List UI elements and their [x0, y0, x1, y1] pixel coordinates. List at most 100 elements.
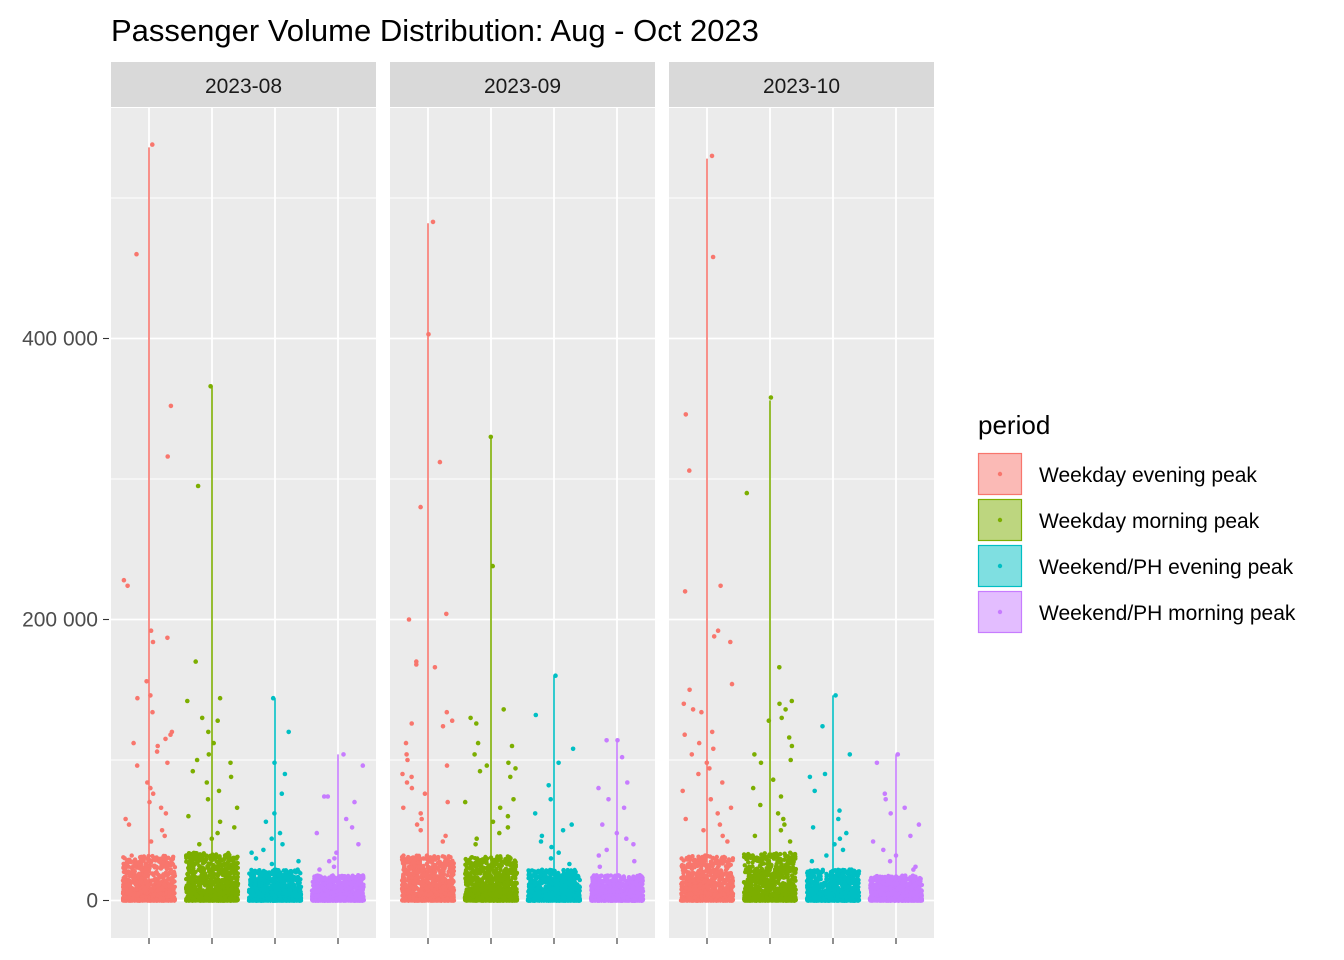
series-group	[120, 142, 178, 903]
outlier-point	[165, 454, 170, 459]
data-point	[431, 877, 436, 882]
data-point	[122, 878, 127, 883]
outlier-point	[228, 774, 234, 780]
data-point	[201, 875, 207, 881]
outlier-point	[444, 709, 450, 715]
outlier-point	[356, 842, 361, 847]
data-point	[235, 871, 240, 876]
data-point	[188, 869, 193, 874]
outlier-point	[282, 771, 288, 777]
outlier-point	[440, 724, 446, 729]
data-point	[438, 889, 443, 894]
data-point	[169, 894, 174, 900]
data-point	[146, 859, 151, 864]
data-point	[400, 854, 405, 859]
data-point	[158, 891, 163, 896]
data-point	[132, 870, 137, 875]
data-point	[450, 887, 455, 892]
outlier-point	[419, 816, 425, 822]
data-point	[130, 859, 135, 864]
data-point	[273, 878, 278, 884]
outlier-point	[272, 811, 277, 816]
outlier-point	[269, 836, 275, 841]
data-point	[358, 882, 363, 887]
data-point	[434, 855, 440, 861]
outlier-point	[352, 799, 357, 805]
outlier-point	[332, 856, 337, 861]
data-point	[226, 865, 231, 870]
data-point	[339, 895, 344, 900]
outlier-point	[215, 718, 220, 723]
data-point	[142, 887, 147, 892]
data-point	[281, 872, 286, 878]
data-point	[146, 853, 151, 859]
data-point	[279, 898, 284, 903]
data-point	[354, 897, 360, 902]
data-point	[138, 878, 144, 884]
outlier-point	[148, 628, 154, 633]
data-point	[234, 878, 239, 883]
data-point	[319, 892, 325, 897]
data-point	[419, 890, 424, 895]
data-point	[121, 885, 127, 890]
data-point	[194, 892, 199, 898]
outlier-point	[280, 842, 285, 847]
data-point	[206, 861, 211, 866]
data-point	[121, 889, 126, 895]
data-point	[215, 877, 220, 882]
facet-strip	[111, 62, 376, 107]
outlier-point	[162, 833, 167, 839]
outlier-point	[209, 836, 215, 841]
data-point	[224, 861, 229, 866]
data-point	[406, 889, 411, 894]
outlier-point	[331, 864, 337, 870]
data-point	[130, 896, 135, 901]
data-point	[425, 880, 431, 885]
data-point	[403, 884, 408, 889]
data-point	[270, 868, 275, 874]
data-point	[312, 874, 317, 879]
data-point	[225, 870, 231, 875]
data-point	[226, 850, 231, 856]
data-point	[158, 886, 163, 892]
data-point	[349, 882, 354, 888]
outlier-point	[418, 504, 423, 510]
outlier-point	[400, 771, 405, 777]
chart-title: Passenger Volume Distribution: Aug - Oct…	[111, 13, 759, 48]
data-point	[195, 860, 200, 865]
facet-panel: 2023-08	[111, 62, 376, 944]
data-point	[318, 874, 323, 879]
outlier-point	[185, 698, 190, 704]
data-point	[431, 898, 436, 903]
data-point	[255, 889, 260, 895]
outlier-point	[134, 251, 139, 257]
data-point	[121, 855, 126, 860]
data-point	[146, 898, 151, 903]
outlier-point	[193, 659, 198, 664]
data-point	[161, 860, 166, 865]
data-point	[325, 891, 330, 896]
data-point	[346, 876, 351, 881]
data-point	[204, 857, 209, 862]
outlier-point	[217, 695, 223, 701]
outlier-point	[159, 828, 165, 833]
outlier-point	[414, 822, 420, 827]
data-point	[418, 864, 423, 870]
data-point	[135, 880, 140, 885]
outlier-point	[286, 729, 292, 735]
data-point	[265, 881, 271, 886]
facet-panels: 2023-08 2023-09 2023-10	[111, 62, 934, 944]
data-point	[225, 875, 231, 880]
data-point	[161, 896, 166, 901]
data-point	[412, 879, 418, 884]
data-point	[232, 897, 238, 902]
data-point	[197, 896, 203, 901]
outlier-point	[426, 332, 431, 337]
data-point	[185, 887, 190, 893]
data-point	[448, 874, 454, 880]
data-point	[402, 862, 407, 867]
outlier-point	[422, 791, 428, 796]
outlier-point	[253, 856, 259, 861]
data-point	[169, 878, 174, 884]
